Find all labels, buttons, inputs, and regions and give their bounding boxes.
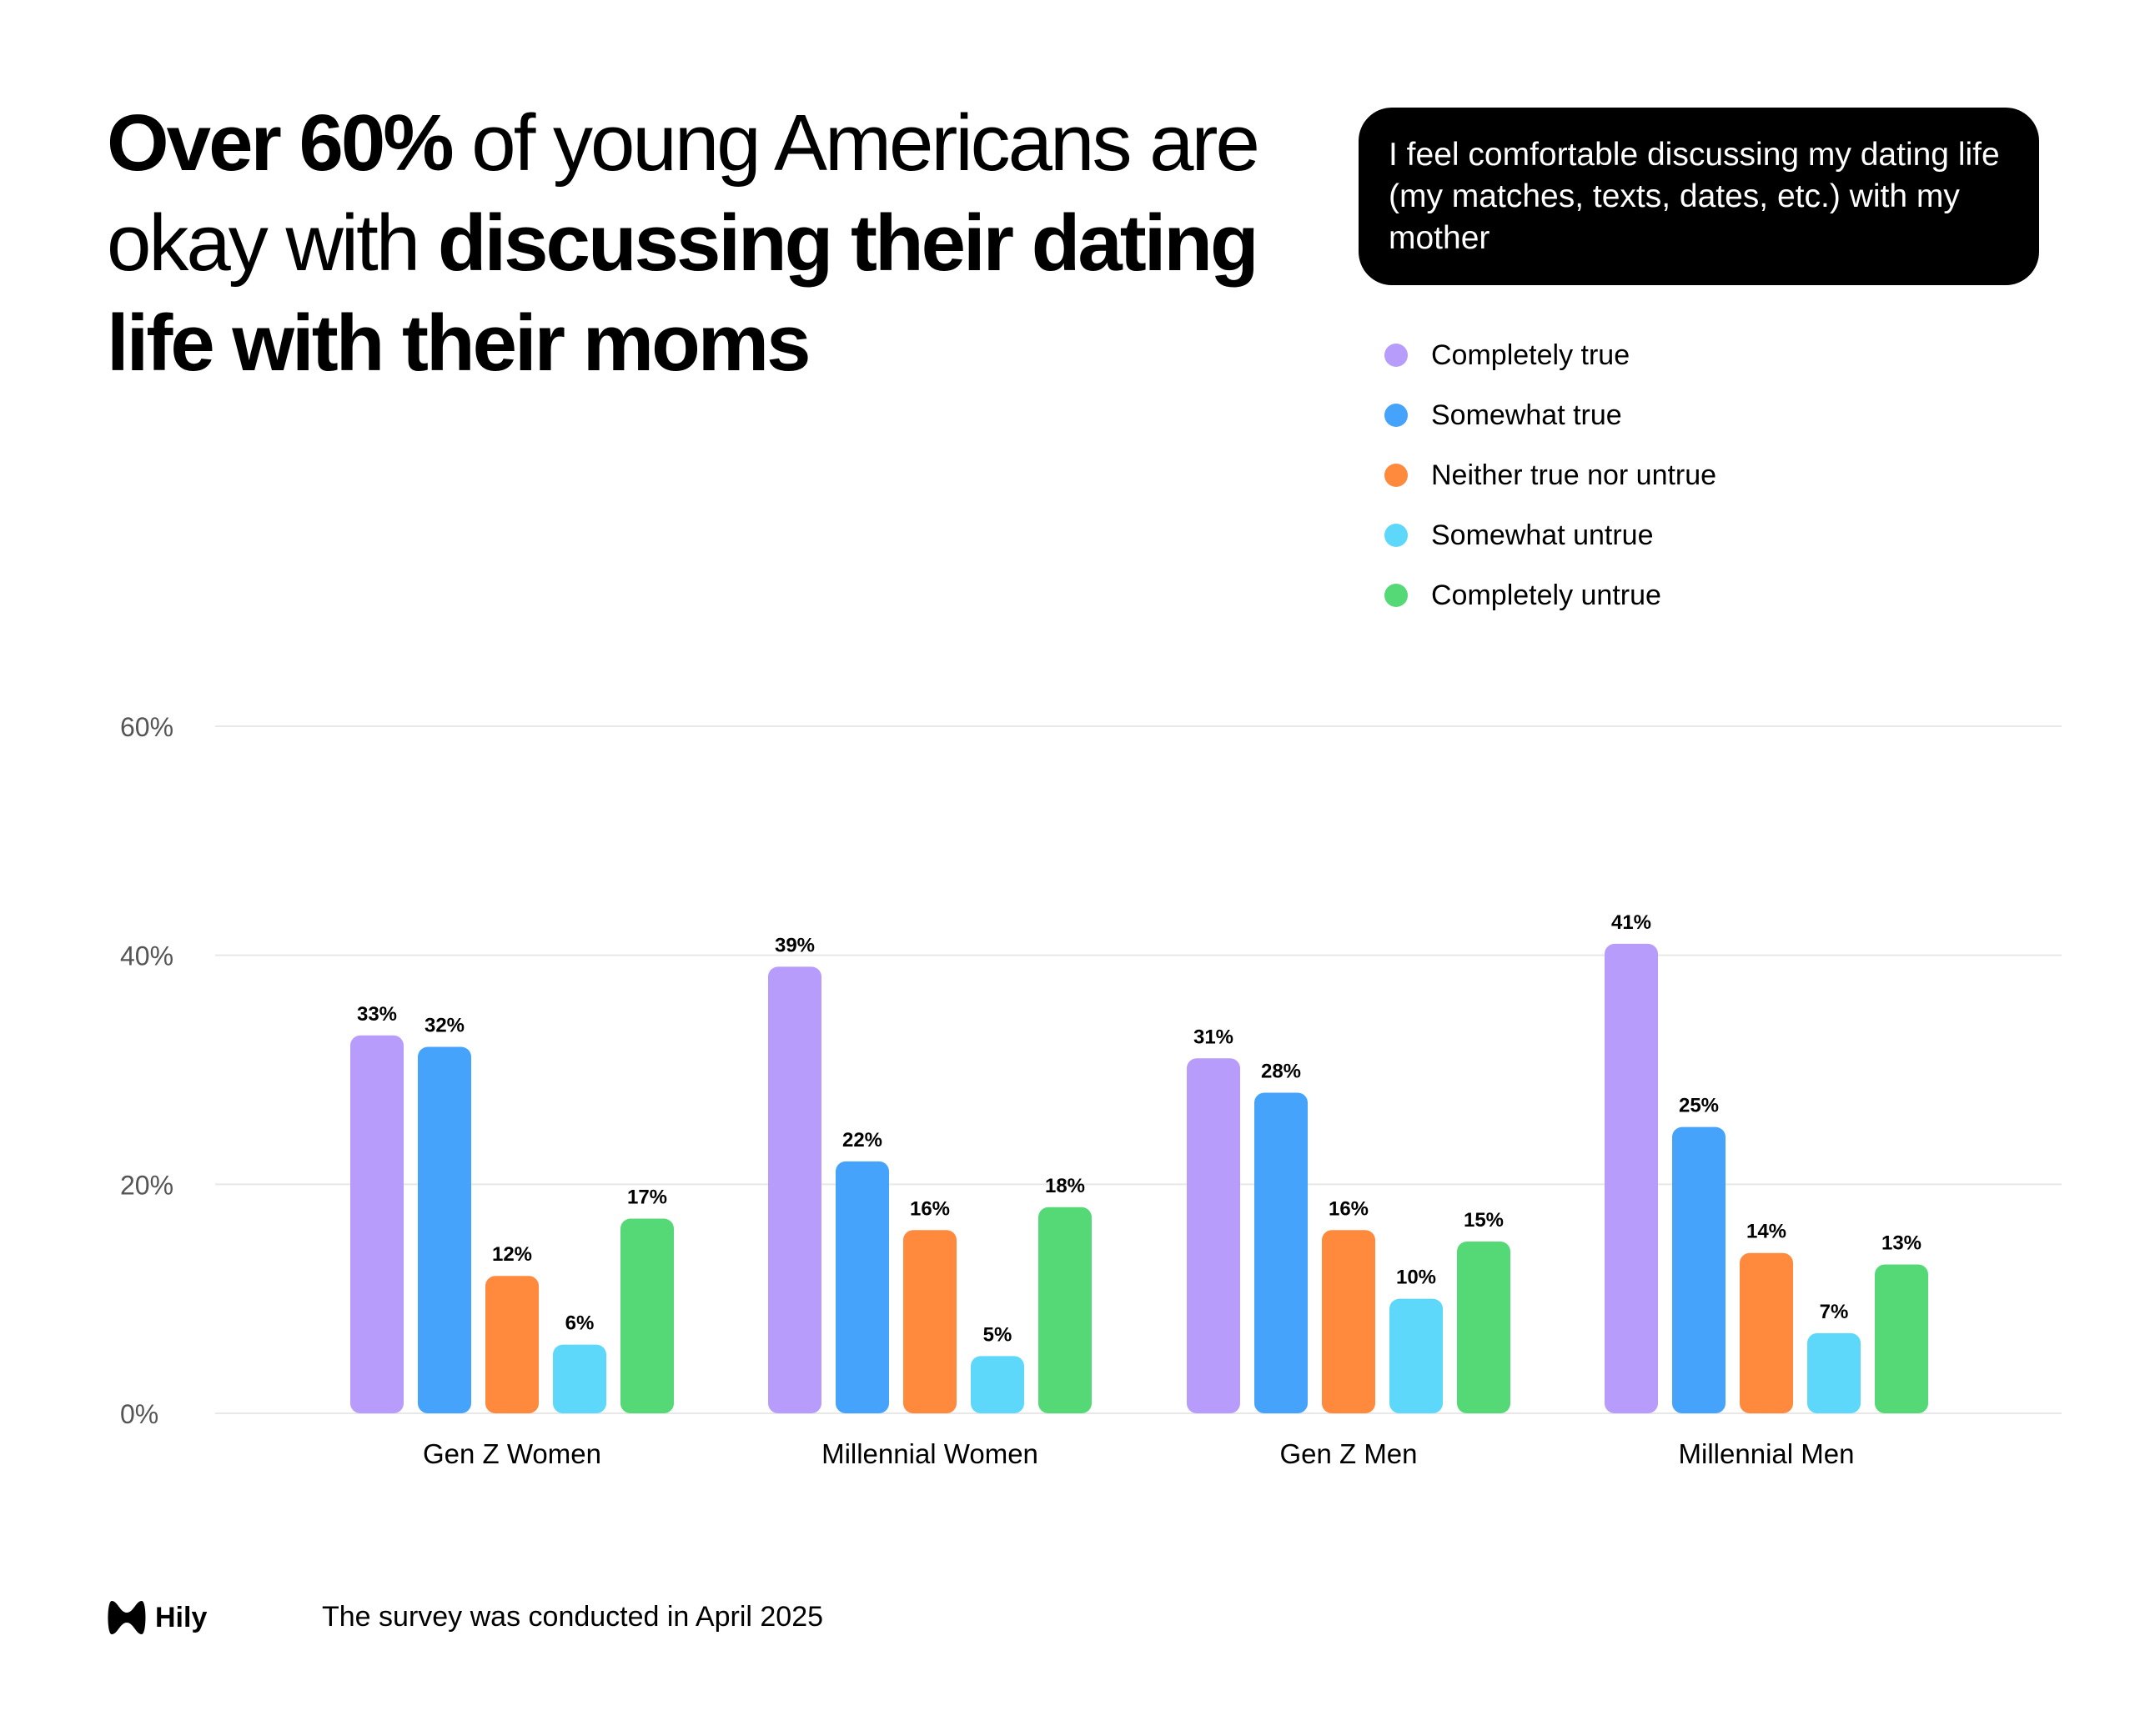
brand-logo: Hily (107, 1598, 207, 1638)
bar (553, 1344, 606, 1413)
bar-value-label: 7% (1820, 1301, 1849, 1323)
bar (768, 966, 821, 1413)
bar (350, 1035, 404, 1413)
bar (485, 1276, 539, 1413)
y-tick-label: 0% (120, 1399, 158, 1429)
bar (620, 1218, 674, 1413)
bar-value-label: 16% (910, 1197, 950, 1220)
bar (1038, 1207, 1092, 1413)
legend-label: Neither true nor untrue (1431, 459, 1717, 491)
x-category-label: Millennial Men (1679, 1438, 1855, 1469)
headline: Over 60% of young Americans are okay wit… (107, 93, 1291, 394)
legend-item-neither: Neither true nor untrue (1384, 445, 1716, 505)
bar-value-label: 32% (424, 1015, 465, 1037)
legend-dot (1384, 404, 1408, 427)
bar-value-label: 13% (1881, 1232, 1922, 1254)
bar-value-label: 22% (842, 1129, 882, 1151)
bar (1672, 1126, 1726, 1413)
bar (1875, 1264, 1928, 1413)
legend-label: Somewhat untrue (1431, 519, 1654, 551)
bar-value-label: 33% (357, 1003, 397, 1026)
bar-value-label: 10% (1396, 1267, 1436, 1289)
hily-logo-icon (108, 1601, 146, 1634)
bar-value-label: 12% (492, 1243, 532, 1266)
bar (1605, 943, 1658, 1413)
x-category-label: Gen Z Men (1279, 1438, 1417, 1469)
legend-dot (1384, 464, 1408, 487)
bar-value-label: 14% (1746, 1221, 1786, 1243)
legend-item-completely-untrue: Completely untrue (1384, 565, 1716, 625)
question-box: I feel comfortable discussing my dating … (1359, 108, 2039, 285)
bar-value-label: 16% (1329, 1197, 1369, 1220)
y-tick-label: 20% (120, 1170, 173, 1200)
headline-middle: of young Americans are okay with (107, 98, 1260, 288)
legend-item-somewhat-true: Somewhat true (1384, 385, 1716, 445)
legend-label: Somewhat true (1431, 399, 1622, 431)
bar-chart: 0% 20% 40% 60% 33% 32% 12% 6% 17% Gen Z Women 39% 2… (120, 712, 2062, 1469)
bar (1457, 1242, 1510, 1413)
bar-value-label: 25% (1679, 1095, 1719, 1117)
legend-dot (1384, 584, 1408, 607)
y-tick-label: 40% (120, 941, 173, 971)
legend-label: Completely true (1431, 339, 1630, 371)
bar-value-label: 39% (775, 934, 815, 956)
bar-value-label: 18% (1045, 1175, 1085, 1197)
bar (418, 1046, 471, 1413)
legend-dot (1384, 344, 1408, 367)
bar-value-label: 5% (983, 1323, 1012, 1346)
bar-value-label: 17% (627, 1187, 667, 1209)
bar (1807, 1332, 1861, 1413)
bar (1254, 1092, 1308, 1413)
bar (1322, 1230, 1375, 1413)
survey-note: The survey was conducted in April 2025 (322, 1601, 824, 1633)
bar-value-label: 28% (1261, 1060, 1301, 1082)
headline-bold-phrase: discussing their dating life with their … (107, 198, 1259, 388)
bar-value-label: 31% (1193, 1026, 1233, 1048)
bar (903, 1230, 957, 1413)
headline-bold-stat: Over 60% (107, 98, 455, 188)
bar-value-label: 15% (1464, 1209, 1504, 1232)
bar-value-label: 41% (1611, 911, 1651, 934)
x-category-label: Millennial Women (821, 1438, 1038, 1469)
bar (836, 1161, 889, 1413)
legend-dot (1384, 524, 1408, 547)
bar-value-label: 6% (565, 1312, 595, 1335)
bar (1187, 1058, 1240, 1413)
legend-item-somewhat-untrue: Somewhat untrue (1384, 505, 1716, 565)
y-tick-label: 60% (120, 712, 173, 742)
x-category-label: Gen Z Women (423, 1438, 601, 1469)
bar (1389, 1298, 1443, 1413)
legend: Completely true Somewhat true Neither tr… (1384, 325, 1716, 625)
legend-label: Completely untrue (1431, 579, 1661, 611)
bar (971, 1356, 1024, 1413)
bar (1740, 1252, 1793, 1413)
legend-item-completely-true: Completely true (1384, 325, 1716, 385)
brand-name: Hily (155, 1601, 208, 1633)
